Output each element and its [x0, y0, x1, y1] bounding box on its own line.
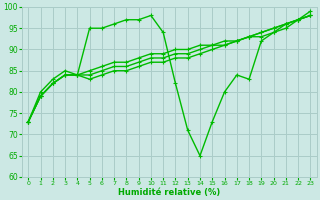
X-axis label: Humidité relative (%): Humidité relative (%)	[118, 188, 220, 197]
